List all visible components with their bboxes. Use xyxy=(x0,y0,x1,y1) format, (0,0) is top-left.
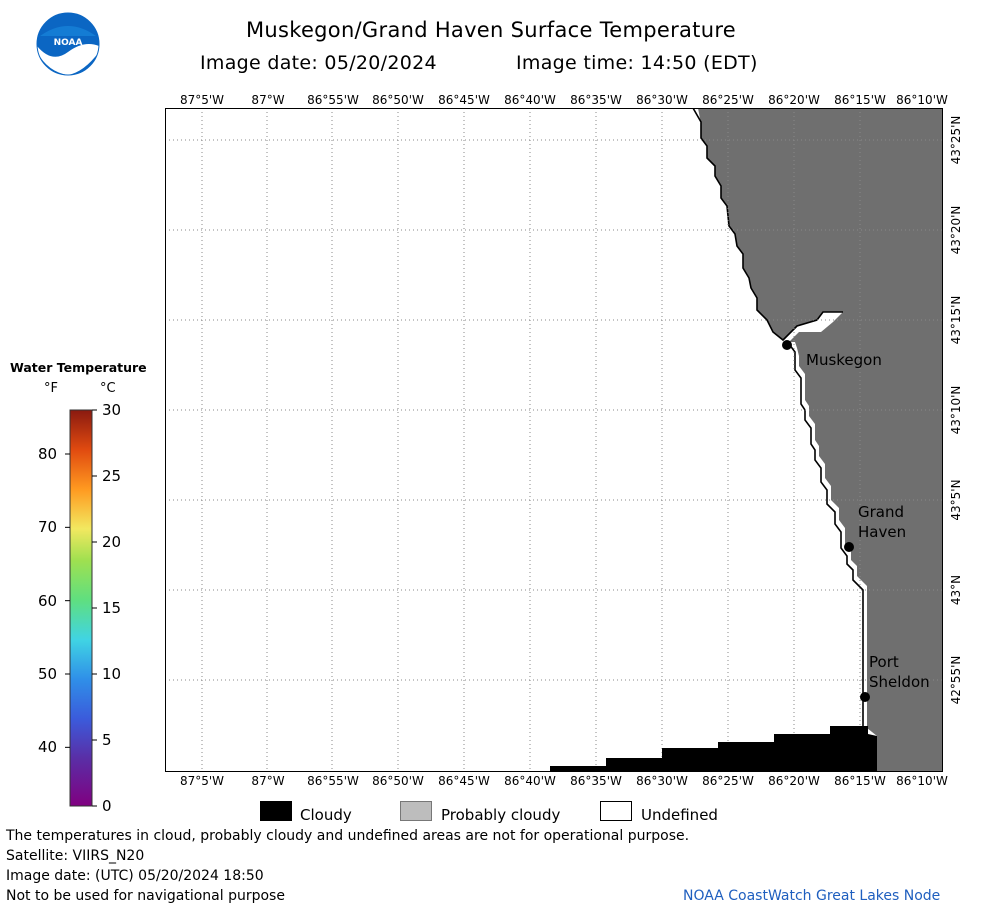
utc-date-text: Image date: (UTC) 05/20/2024 18:50 xyxy=(6,868,264,884)
image-date: Image date: 05/20/2024 xyxy=(200,52,437,74)
scale-c-tick-3: 15 xyxy=(102,599,122,617)
lon-label-bottom-7: 86°30'W xyxy=(636,774,688,788)
scale-c-tick-6: 0 xyxy=(102,797,112,815)
lon-label-top-11: 86°10'W xyxy=(896,93,948,107)
lon-label-top-8: 86°25'W xyxy=(702,93,754,107)
scale-c-tick-2: 20 xyxy=(102,533,122,551)
legend-undefined: Undefined xyxy=(641,806,718,824)
lon-label-bottom-6: 86°35'W xyxy=(570,774,622,788)
lon-label-top-7: 86°30'W xyxy=(636,93,688,107)
cloud-area xyxy=(550,726,877,772)
lon-label-top-5: 86°40'W xyxy=(504,93,556,107)
scale-c-tick-4: 10 xyxy=(102,665,122,683)
scale-unit-f: °F xyxy=(44,381,58,396)
legend-swatch-undefined xyxy=(600,801,632,821)
scale-f-tick-3: 50 xyxy=(38,665,58,683)
lon-label-top-0: 87°5'W xyxy=(179,93,225,107)
lat-lon-grid xyxy=(165,108,943,772)
shoreline-south xyxy=(788,343,864,772)
scale-f-tick-2: 60 xyxy=(38,591,58,610)
muskegon-label: Muskegon xyxy=(806,351,882,369)
scale-unit-c: °C xyxy=(100,381,116,396)
lon-label-bottom-0: 87°5'W xyxy=(179,774,225,788)
port-sheldon-label-line2: Sheldon xyxy=(869,673,930,691)
shoreline xyxy=(692,108,843,342)
map-border xyxy=(165,108,943,772)
scale-f-tick-4: 40 xyxy=(38,738,58,757)
lon-label-top-3: 86°50'W xyxy=(372,93,424,107)
satellite-text: Satellite: VIIRS_N20 xyxy=(6,848,145,864)
lon-label-top-9: 86°20'W xyxy=(768,93,820,107)
scale-title: Water Temperature xyxy=(10,360,147,375)
scale-c-tick-5: 5 xyxy=(102,731,112,749)
land-area xyxy=(698,108,943,772)
port-sheldon-marker[interactable] xyxy=(860,692,870,702)
map-panel[interactable] xyxy=(165,108,943,772)
legend-cloudy: Cloudy xyxy=(300,806,352,824)
lon-label-bottom-5: 86°40'W xyxy=(504,774,556,788)
lon-label-bottom-9: 86°20'W xyxy=(768,774,820,788)
lon-label-bottom-10: 86°15'W xyxy=(834,774,886,788)
lon-label-top-1: 87°W xyxy=(251,93,285,107)
temperature-colorbar xyxy=(65,409,97,807)
lat-label-right-2: 43°15'N xyxy=(949,295,963,345)
port-sheldon-label-line1: Port xyxy=(869,653,899,671)
navigation-warning: Not to be used for navigational purpose xyxy=(6,888,285,904)
grand-haven-label-line1: Grand xyxy=(858,503,905,521)
lat-label-right-5: 43°N xyxy=(949,574,963,606)
legend-swatch-cloudy xyxy=(260,801,292,821)
lat-label-right-0: 43°25'N xyxy=(949,115,963,165)
lon-label-top-6: 86°35'W xyxy=(570,93,622,107)
lon-label-top-4: 86°45'W xyxy=(438,93,490,107)
noaa-logo-text: NOAA xyxy=(54,38,83,48)
scale-c-tick-1: 25 xyxy=(102,467,122,485)
lon-label-bottom-3: 86°50'W xyxy=(372,774,424,788)
lon-label-top-2: 86°55'W xyxy=(307,93,359,107)
disclaimer-text: The temperatures in cloud, probably clou… xyxy=(6,828,690,844)
grand-haven-label-line2: Haven xyxy=(858,523,907,541)
lon-label-bottom-11: 86°10'W xyxy=(896,774,948,788)
lon-label-bottom-4: 86°45'W xyxy=(438,774,490,788)
noaa-logo: NOAA xyxy=(36,12,100,76)
lat-label-right-6: 42°55'N xyxy=(949,655,963,705)
legend-probably-cloudy: Probably cloudy xyxy=(441,806,561,824)
lon-label-bottom-8: 86°25'W xyxy=(702,774,754,788)
page-title: Muskegon/Grand Haven Surface Temperature xyxy=(245,18,737,42)
muskegon-marker[interactable] xyxy=(782,340,792,350)
lat-label-right-4: 43°5'N xyxy=(949,479,963,521)
credit-text: NOAA CoastWatch Great Lakes Node xyxy=(683,888,941,904)
lat-label-right-1: 43°20'N xyxy=(949,205,963,255)
legend-swatch-probably-cloudy xyxy=(400,801,432,821)
scale-f-tick-0: 80 xyxy=(38,445,58,463)
scale-c-tick-0: 30 xyxy=(102,401,122,419)
lat-label-right-3: 43°10'N xyxy=(949,385,963,435)
scale-f-tick-1: 70 xyxy=(38,518,58,537)
lon-label-top-10: 86°15'W xyxy=(834,93,886,107)
image-time: Image time: 14:50 (EDT) xyxy=(516,52,758,74)
grand-haven-marker[interactable] xyxy=(844,542,854,552)
lon-label-bottom-2: 86°55'W xyxy=(307,774,359,788)
lon-label-bottom-1: 87°W xyxy=(251,774,285,788)
